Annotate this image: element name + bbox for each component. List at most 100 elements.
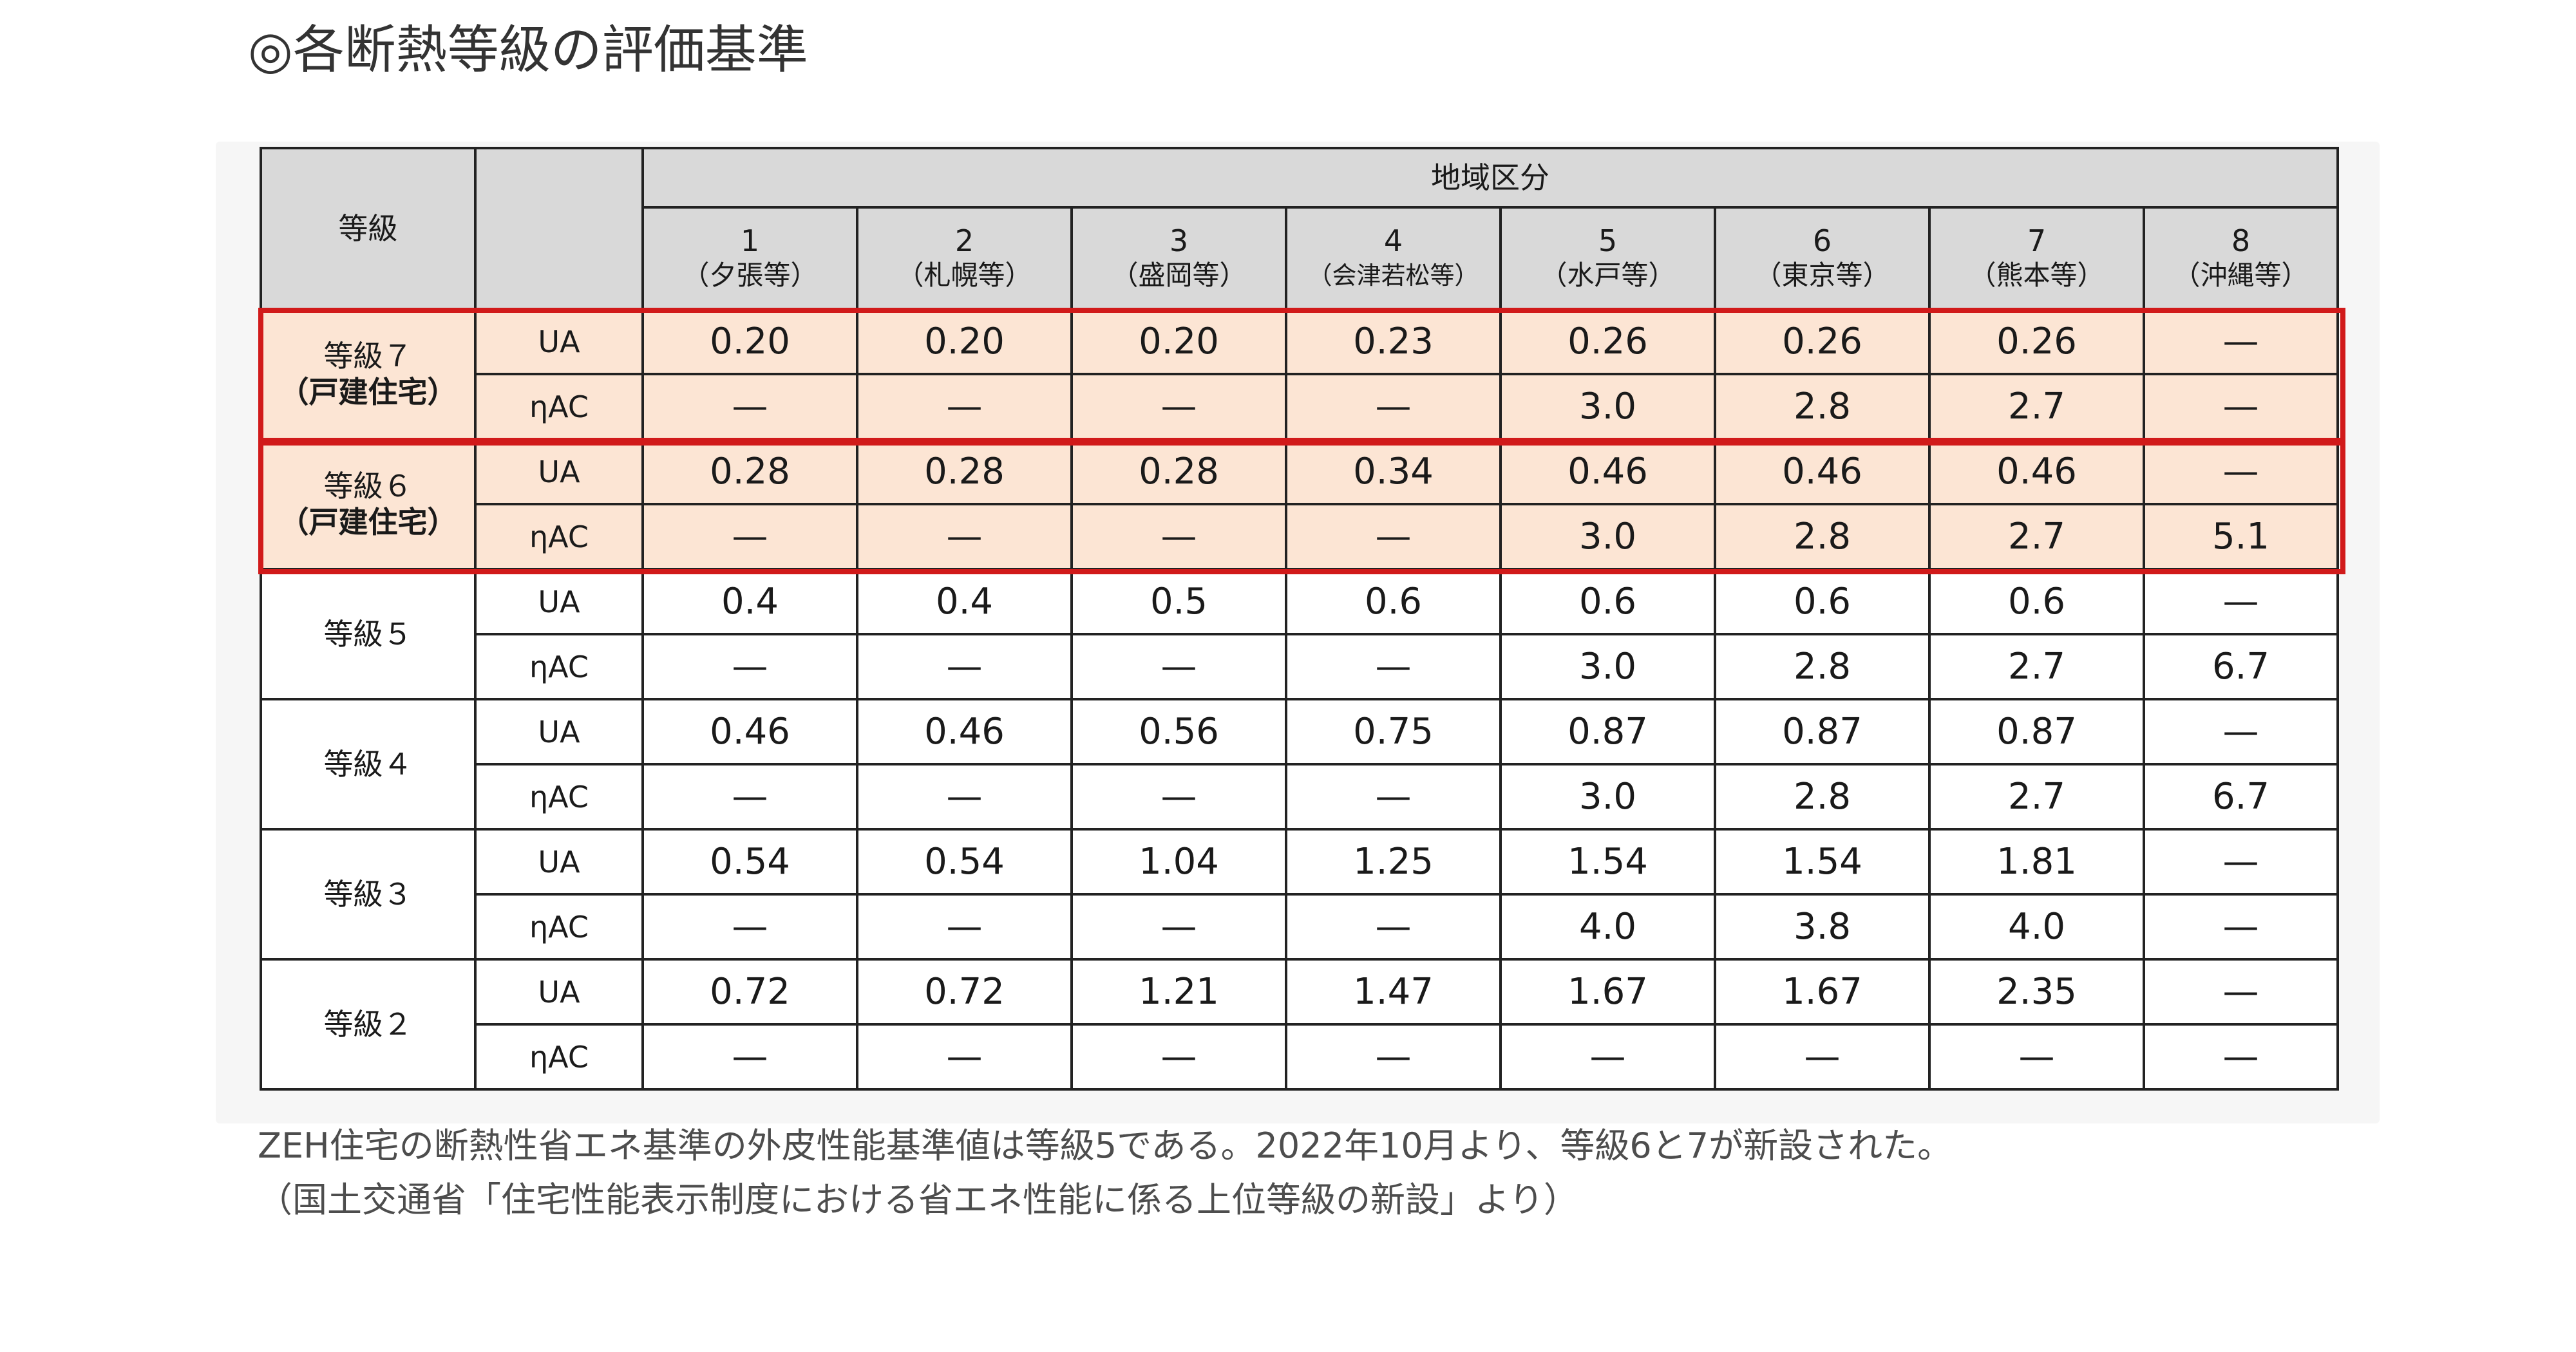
value-cell: —	[856, 1023, 1073, 1091]
region-header-8: 8 （沖縄等）	[2143, 206, 2339, 310]
value-cell: 0.26	[1499, 308, 1716, 375]
value-cell: 0.72	[856, 958, 1073, 1026]
region-header-2: 2 （札幌等）	[856, 206, 1073, 310]
value-cell: 1.47	[1285, 958, 1502, 1026]
value-cell: 0.20	[856, 308, 1073, 375]
grade-row-1-ua: 等級７ （戸建住宅） UA 0.20 0.20 0.20 0.23 0.26 0.26 0.26—	[260, 308, 2339, 440]
region-city: （札幌等）	[896, 259, 1032, 291]
value-cell: —	[856, 763, 1073, 831]
region-number: 3	[1169, 223, 1189, 258]
value-cell: —	[1928, 1023, 2145, 1091]
value-cell: 0.56	[1070, 698, 1287, 765]
value-cell: 0.23	[1285, 308, 1502, 375]
value-cell: 3.0	[1499, 373, 1716, 440]
region-header-1: 1 （夕張等）	[641, 206, 858, 310]
value-cell: —	[1285, 633, 1502, 700]
value-cell: 0.46	[641, 698, 858, 765]
value-cell: 0.28	[1070, 438, 1287, 505]
value-cell: 1.54	[1714, 828, 1931, 896]
value-cell: 0.6	[1714, 568, 1931, 635]
region-number: 8	[2231, 223, 2251, 258]
value-cell: 4.0	[1499, 893, 1716, 961]
metric-ua-label: UA	[474, 958, 644, 1026]
value-cell: 6.7	[2143, 633, 2339, 700]
value-cell: 0.28	[641, 438, 858, 505]
region-header-5: 5 （水戸等）	[1499, 206, 1716, 310]
region-city: （水戸等）	[1540, 259, 1676, 291]
value-cell: —	[641, 503, 858, 570]
metric-eta-label: ηAC	[474, 893, 644, 961]
grade-subtitle: （戸建住宅）	[279, 505, 457, 540]
value-cell: 0.4	[641, 568, 858, 635]
value-cell: —	[1285, 763, 1502, 831]
value-cell: 0.46	[856, 698, 1073, 765]
value-cell: 2.7	[1928, 373, 2145, 440]
value-cell: —	[856, 373, 1073, 440]
region-number: 2	[954, 223, 974, 258]
value-cell: —	[1070, 763, 1287, 831]
value-cell: —	[1070, 373, 1287, 440]
value-cell: 0.46	[1714, 438, 1931, 505]
value-cell: —	[641, 893, 858, 961]
metric-ua-label: UA	[474, 828, 644, 896]
metric-eta-label: ηAC	[474, 503, 644, 570]
region-city: （熊本等）	[1969, 259, 2105, 291]
value-cell: 0.6	[1499, 568, 1716, 635]
grade-label: 等級２	[260, 958, 477, 1091]
value-cell: —	[856, 893, 1073, 961]
region-header: 地域区分	[641, 147, 2339, 209]
page-title: ◎各断熱等級の評価基準	[248, 20, 808, 80]
grade-label: 等級４	[260, 698, 477, 831]
value-cell: 0.34	[1285, 438, 1502, 505]
value-cell: —	[1285, 503, 1502, 570]
region-number: 6	[1812, 223, 1832, 258]
region-number: 7	[2027, 223, 2047, 258]
grade-row-5-ua: 等級３ UA 0.54 0.54 1.04 1.25 1.54 1.54 1.81—	[260, 828, 2339, 961]
value-cell: 0.6	[1928, 568, 2145, 635]
value-cell: —	[1285, 1023, 1502, 1091]
region-city: （会津若松等）	[1307, 261, 1479, 290]
value-cell: —	[1070, 1023, 1287, 1091]
grade-row-2-eta: ηAC — — — —3.0 2.8 2.7 5.1	[261, 503, 2339, 570]
grade-row-1-eta: ηAC — — — —3.0 2.8 2.7—	[261, 373, 2339, 440]
value-cell: 0.20	[1070, 308, 1287, 375]
value-cell: 2.35	[1928, 958, 2145, 1026]
grade-label: 等級３	[260, 828, 477, 961]
value-cell: —	[1070, 503, 1287, 570]
value-cell: 5.1	[2143, 503, 2339, 570]
value-cell: 2.7	[1928, 633, 2145, 700]
value-cell: 0.6	[1285, 568, 1502, 635]
value-cell: 0.28	[856, 438, 1073, 505]
region-header-4: 4 （会津若松等）	[1285, 206, 1502, 310]
value-cell: 3.0	[1499, 763, 1716, 831]
value-cell: —	[1070, 893, 1287, 961]
value-cell: 1.81	[1928, 828, 2145, 896]
metric-eta-label: ηAC	[474, 1023, 644, 1091]
value-cell: —	[2143, 828, 2339, 896]
value-cell: 0.72	[641, 958, 858, 1026]
grade-row-4-eta: ηAC — — — —3.0 2.8 2.7 6.7	[261, 763, 2339, 831]
region-header-3: 3 （盛岡等）	[1070, 206, 1287, 310]
grade-row-4-ua: 等級４ UA 0.46 0.46 0.56 0.75 0.87 0.87 0.87—	[260, 698, 2339, 831]
grade-name: 等級５	[323, 617, 413, 652]
value-cell: —	[1714, 1023, 1931, 1091]
value-cell: 2.8	[1714, 503, 1931, 570]
value-cell: —	[2143, 568, 2339, 635]
value-cell: 0.87	[1499, 698, 1716, 765]
grade-label: 等級６ （戸建住宅）	[260, 438, 477, 570]
region-city: （東京等）	[1754, 259, 1890, 291]
value-cell: 1.25	[1285, 828, 1502, 896]
value-cell: —	[856, 633, 1073, 700]
value-cell: —	[1499, 1023, 1716, 1091]
value-cell: —	[2143, 1023, 2339, 1091]
grade-label: 等級５	[260, 568, 477, 700]
value-cell: 0.87	[1714, 698, 1931, 765]
value-cell: 3.0	[1499, 633, 1716, 700]
grade-label: 等級７ （戸建住宅）	[260, 308, 477, 440]
grade-row-2-ua: 等級６ （戸建住宅） UA 0.28 0.28 0.28 0.34 0.46 0.46 0.46—	[260, 438, 2339, 570]
value-cell: 3.0	[1499, 503, 1716, 570]
region-number: 1	[740, 223, 760, 258]
value-cell: —	[1285, 373, 1502, 440]
value-cell: 0.75	[1285, 698, 1502, 765]
region-header-6: 6 （東京等）	[1714, 206, 1931, 310]
